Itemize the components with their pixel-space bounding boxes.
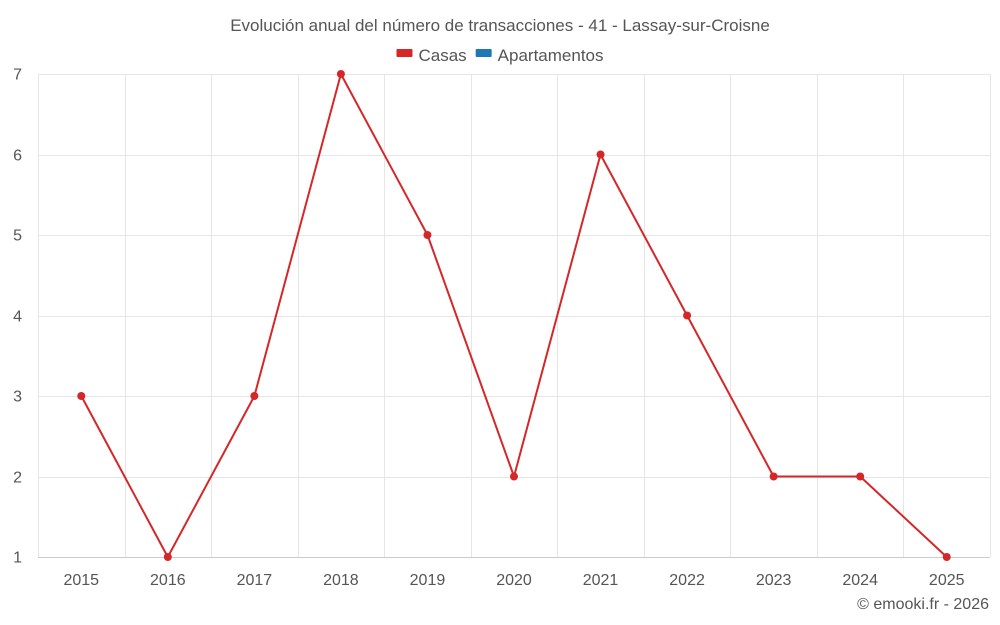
horizontal-gridlines	[38, 74, 990, 478]
data-point[interactable]	[856, 472, 865, 481]
y-axis-tick-labels: 1 2 3 4 5 6 7	[13, 67, 22, 567]
y-tick-label: 2	[13, 470, 22, 487]
legend-item-apartamentos[interactable]: Apartamentos	[475, 46, 604, 65]
data-point[interactable]	[769, 472, 778, 481]
legend-swatch	[475, 49, 492, 57]
x-axis-tick-labels: 2015 2016 2017 2018 2019 2020 2021 2022 2023 2024…	[63, 572, 964, 589]
y-tick-label: 4	[13, 309, 22, 326]
x-tick-label: 2020	[496, 572, 532, 589]
x-tick-label: 2018	[323, 572, 359, 589]
x-tick-label: 2016	[150, 572, 186, 589]
legend-label: Casas	[418, 46, 466, 65]
vertical-gridlines	[38, 74, 991, 557]
series-points[interactable]	[77, 70, 951, 561]
x-tick-label: 2022	[669, 572, 705, 589]
data-point[interactable]	[77, 392, 86, 400]
legend-item-casas[interactable]: Casas	[396, 46, 467, 65]
x-tick-label: 2017	[237, 572, 273, 589]
legend[interactable]: Casas Apartamentos	[396, 46, 604, 65]
data-point[interactable]	[510, 472, 518, 481]
data-point[interactable]	[423, 231, 432, 239]
copyright-credit: © emooki.fr - 2026	[857, 596, 989, 613]
x-tick-label: 2019	[410, 572, 446, 589]
x-tick-label: 2021	[583, 572, 619, 589]
y-tick-label: 3	[13, 389, 22, 406]
y-tick-label: 7	[13, 67, 22, 84]
data-point[interactable]	[596, 150, 605, 159]
x-tick-label: 2025	[929, 572, 965, 589]
chart-title: Evolución anual del número de transaccio…	[230, 16, 770, 35]
y-tick-label: 5	[13, 228, 22, 245]
legend-label: Apartamentos	[498, 46, 604, 65]
data-point[interactable]	[942, 553, 951, 561]
y-tick-label: 6	[13, 148, 22, 165]
x-tick-label: 2015	[63, 572, 99, 589]
y-tick-label: 1	[13, 550, 22, 567]
data-point[interactable]	[683, 311, 692, 320]
data-point[interactable]	[163, 553, 172, 561]
data-point[interactable]	[336, 70, 345, 78]
legend-swatch	[396, 49, 413, 57]
x-tick-label: 2023	[756, 572, 792, 589]
x-tick-label: 2024	[842, 572, 878, 589]
data-point[interactable]	[250, 392, 259, 400]
